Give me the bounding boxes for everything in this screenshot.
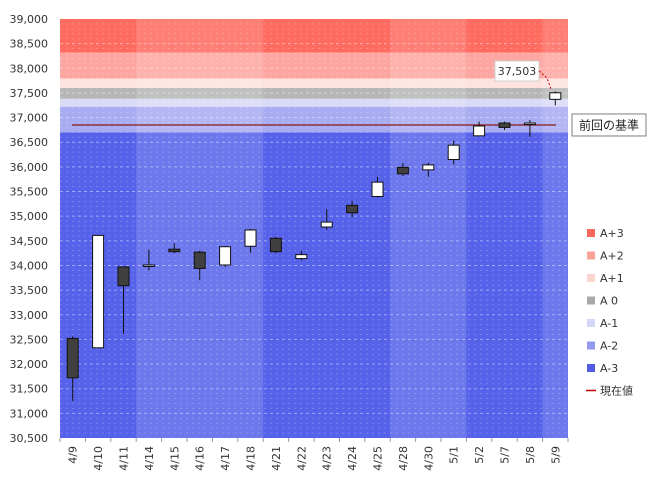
x-tick-label: 5/1 [448,446,461,464]
legend-swatch [587,296,595,305]
legend-label: A+2 [600,250,624,263]
candle-body [193,251,206,269]
candle-body [244,229,257,247]
y-tick-label: 35,500 [10,186,49,199]
week-shade-3 [390,19,467,438]
y-tick-label: 32,500 [10,333,49,346]
y-tick-label: 38,500 [10,38,49,51]
y-tick-label: 34,000 [10,259,49,272]
legend-swatch [587,364,595,372]
y-tick-label: 36,000 [10,161,49,174]
legend-swatch [587,274,595,282]
week-shading [136,19,568,438]
candle-body [320,221,333,228]
x-tick-label: 4/28 [397,446,410,471]
legend-swatch [587,319,595,327]
zone-6 [60,132,568,438]
week-shade-1 [136,19,264,438]
candle-body [295,254,308,260]
x-tick-label: 4/22 [295,446,308,471]
candle-body [168,248,181,253]
y-tick-label: 35,000 [10,210,49,223]
y-tick-label: 33,000 [10,309,49,322]
candle-body [396,166,409,175]
y-tick-label: 39,000 [10,13,49,26]
candle-body [142,264,155,267]
zone-1 [60,52,568,79]
x-tick-label: 4/16 [194,446,207,471]
legend-label: A 0 [600,295,618,308]
y-tick-label: 31,000 [10,407,49,420]
candle-body [92,234,105,349]
candle-body [549,92,562,100]
legend-label: A-3 [600,362,618,375]
week-shade-5 [542,19,568,438]
candle-body [371,181,384,197]
candle-body [219,246,232,266]
y-tick-label: 36,500 [10,136,49,149]
x-tick-label: 4/24 [346,446,359,471]
y-tick-label: 31,500 [10,383,49,396]
price-zones [60,19,568,438]
x-tick-label: 4/21 [270,446,283,471]
legend-label: A+1 [600,272,624,285]
x-tick-label: 5/2 [473,446,486,464]
legend-swatch [587,251,595,260]
x-axis: 4/9 4/10 4/11 4/14 4/15 4/16 4/17 4/18 4/21 4/22 4… [59,438,569,471]
candle-body [346,204,359,214]
reference-label: 前回の基準 [579,117,639,132]
legend-swatch [587,341,595,350]
x-tick-label: 4/25 [372,446,385,471]
y-tick-label: 37,500 [10,87,49,100]
legend: A+3 A+2 A+1 A 0 A-1 A-2 A-3 現在値 [586,227,633,398]
x-tick-label: 5/8 [524,446,537,464]
candle-body [447,144,460,160]
x-tick-label: 4/30 [422,446,435,471]
legend-label: 現在値 [600,385,633,398]
x-tick-label: 4/14 [143,446,156,471]
zone-3 [60,88,568,99]
candle-body [269,237,282,253]
y-tick-label: 34,500 [10,235,49,248]
y-tick-label: 32,000 [10,358,49,371]
legend-label: A+3 [600,227,624,240]
x-tick-label: 4/10 [92,446,105,471]
x-tick-label: 4/23 [321,446,334,471]
zone-0 [60,19,568,53]
candle-body [498,122,511,128]
candle-body [422,164,435,171]
x-tick-label: 4/18 [245,446,258,471]
x-tick-label: 5/7 [499,446,512,464]
candle-body [473,125,486,137]
x-tick-label: 4/11 [118,446,131,471]
y-tick-label: 33,500 [10,284,49,297]
previous-reference: 前回の基準 [72,113,647,137]
y-axis: 30,500 31,000 31,500 32,000 32,500 33,000 33,5… [10,13,49,445]
x-tick-label: 4/9 [67,446,80,464]
zone-4 [60,98,568,107]
reference-label-box [571,113,647,137]
candle-body [523,122,536,126]
candle-body [117,266,130,287]
candles [66,91,562,402]
legend-label: A-2 [600,340,618,353]
x-tick-label: 5/9 [549,446,562,464]
x-tick-label: 4/17 [219,446,232,471]
zone-2 [60,78,568,89]
current-value-label: 37,503 [498,65,537,78]
candle-body [66,337,79,379]
y-tick-label: 38,000 [10,62,49,75]
legend-label: A-1 [600,317,618,330]
y-tick-label: 37,000 [10,112,49,125]
legend-swatch [587,229,595,237]
y-tick-label: 30,500 [10,432,49,445]
current-value-callout: 37,503 [494,60,552,90]
x-tick-label: 4/15 [168,446,181,471]
